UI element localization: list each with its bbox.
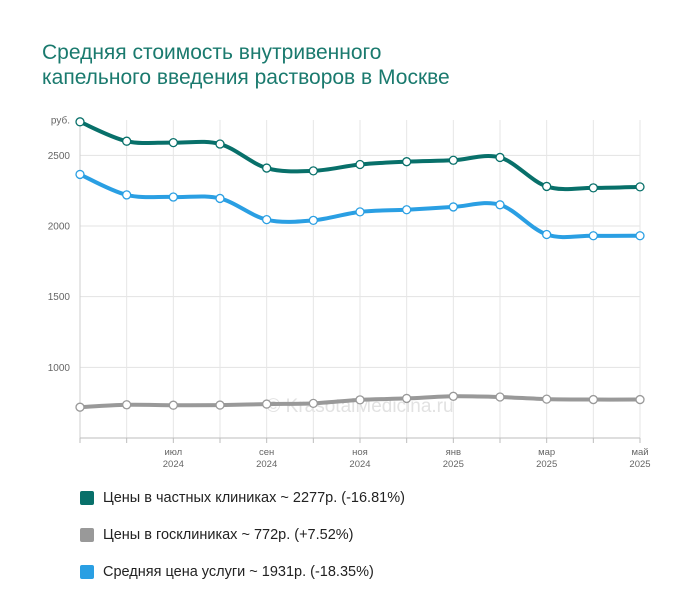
data-point xyxy=(168,400,178,410)
data-point xyxy=(448,202,458,212)
data-point xyxy=(635,394,645,405)
data-point xyxy=(495,200,505,210)
legend: Цены в частных клиниках ~ 2277р. (-16.81… xyxy=(80,488,405,599)
x-tick-label: сен xyxy=(259,447,274,458)
series-2 xyxy=(75,391,645,412)
data-point xyxy=(122,400,132,410)
y-tick-label: 1000 xyxy=(48,363,71,374)
x-tick-label: 2025 xyxy=(536,459,557,470)
y-tick-label: 2500 xyxy=(48,151,71,162)
x-tick-label: ноя xyxy=(352,447,368,458)
data-point xyxy=(542,181,552,192)
data-point xyxy=(215,400,225,410)
data-point xyxy=(588,183,598,193)
data-point xyxy=(355,159,365,170)
x-tick-label: 2024 xyxy=(163,459,184,470)
data-point xyxy=(495,392,505,402)
x-tick-label: 2025 xyxy=(629,459,650,470)
data-point xyxy=(168,192,178,202)
data-point xyxy=(495,152,505,163)
data-point xyxy=(215,193,225,204)
legend-swatch-average xyxy=(80,565,94,579)
x-tick-label: 2025 xyxy=(443,459,464,470)
legend-item-average[interactable]: Средняя цена услуги ~ 1931р. (-18.35%) xyxy=(80,562,405,582)
legend-label-average: Средняя цена услуги ~ 1931р. (-18.35%) xyxy=(103,564,374,580)
data-point xyxy=(588,231,598,241)
x-tick-label: 2024 xyxy=(256,459,277,470)
data-point xyxy=(542,229,552,240)
line-chart: © KrasotaiMedicina.ru1000150020002500руб… xyxy=(48,115,651,471)
y-axis-unit-label: руб. xyxy=(51,115,70,127)
data-point xyxy=(355,207,365,217)
data-point xyxy=(75,402,85,412)
data-point xyxy=(308,166,318,176)
y-tick-label: 2000 xyxy=(48,222,71,233)
data-point xyxy=(635,231,645,241)
data-point xyxy=(262,163,272,173)
data-point xyxy=(308,398,318,409)
data-point xyxy=(402,205,412,215)
data-point xyxy=(168,137,178,148)
data-point xyxy=(262,399,272,409)
chart-title-line-1: Средняя стоимость внутривенного xyxy=(42,41,382,64)
data-point xyxy=(75,169,85,180)
y-tick-label: 1500 xyxy=(48,292,71,303)
data-point xyxy=(262,214,272,225)
data-point xyxy=(448,155,458,165)
data-point xyxy=(542,394,552,404)
data-point xyxy=(308,215,318,225)
data-point xyxy=(588,394,598,405)
x-tick-label: 2024 xyxy=(349,459,370,470)
x-tick-label: май xyxy=(631,447,648,458)
series-1 xyxy=(75,117,645,193)
chart-title-line-2: капельного введения растворов в Москве xyxy=(42,66,450,89)
legend-label-public: Цены в госклиниках ~ 772р. (+7.52%) xyxy=(103,527,354,543)
legend-item-private[interactable]: Цены в частных клиниках ~ 2277р. (-16.81… xyxy=(80,488,405,508)
x-tick-label: июл xyxy=(164,447,182,458)
legend-swatch-public xyxy=(80,528,94,542)
data-point xyxy=(448,391,458,401)
data-point xyxy=(122,136,132,146)
legend-label-private: Цены в частных клиниках ~ 2277р. (-16.81… xyxy=(103,490,405,506)
chart-title: Средняя стоимость внутривенного капельно… xyxy=(42,40,642,90)
series-3 xyxy=(75,169,645,241)
data-point xyxy=(215,139,225,149)
legend-swatch-private xyxy=(80,491,94,505)
data-point xyxy=(402,157,412,167)
x-tick-label: янв xyxy=(446,447,461,458)
data-point xyxy=(122,190,132,200)
x-tick-label: мар xyxy=(538,447,555,458)
grid xyxy=(79,120,641,438)
data-point xyxy=(75,117,85,127)
data-point xyxy=(635,182,645,192)
legend-item-public[interactable]: Цены в госклиниках ~ 772р. (+7.52%) xyxy=(80,525,405,545)
data-point xyxy=(402,393,412,404)
data-point xyxy=(355,395,365,405)
